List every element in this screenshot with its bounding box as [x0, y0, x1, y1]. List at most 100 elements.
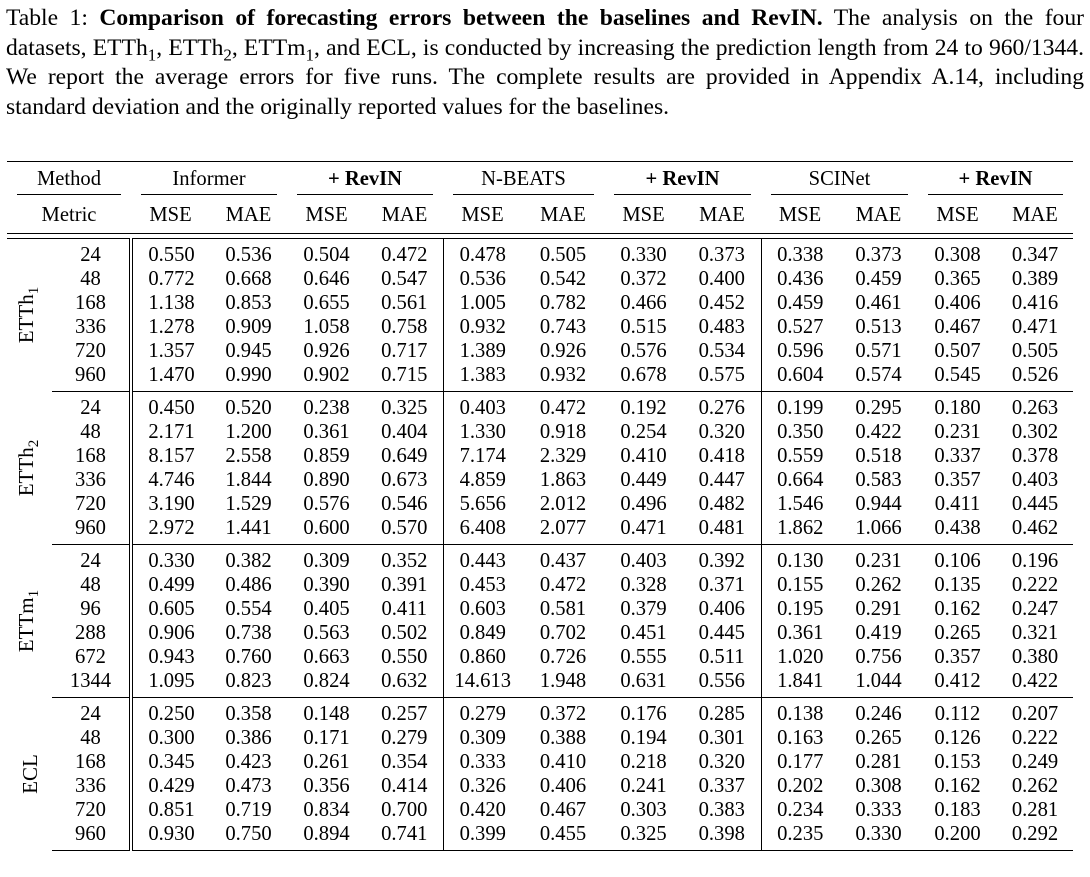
metric-cell: 0.276: [683, 391, 762, 420]
metric-cell: 0.357: [934, 646, 981, 668]
metric-cell: 0.467: [934, 316, 981, 338]
prediction-length: 48: [52, 267, 133, 291]
metric-mae: MAE: [997, 197, 1073, 234]
metric-cell: 0.199: [777, 397, 824, 419]
metric-cell: 0.126: [934, 727, 981, 749]
prediction-length: 960: [52, 363, 133, 392]
metric-cell: 0.570: [366, 516, 444, 545]
method-name: SCINet: [761, 161, 918, 197]
metric-cell: 0.308: [855, 775, 902, 797]
metric-cell: 0.536: [459, 268, 506, 290]
metric-cell: 0.309: [459, 727, 506, 749]
metric-mse: MSE: [287, 197, 366, 234]
metric-cell: 0.303: [620, 799, 667, 821]
metric-cell: 0.604: [761, 363, 839, 392]
metric-cell: 0.325: [366, 391, 444, 420]
caption-sub: 2: [223, 45, 232, 65]
metric-cell: 0.195: [777, 598, 824, 620]
metric-cell: 0.632: [366, 669, 444, 698]
metric-cell: 0.295: [855, 397, 902, 419]
metric-cell: 2.171: [148, 421, 195, 443]
metric-cell: 0.406: [683, 597, 762, 621]
metric-mse: MSE: [131, 197, 210, 234]
method-header: Method: [7, 161, 131, 197]
prediction-length: 336: [52, 315, 133, 339]
metric-cell: 0.383: [683, 798, 762, 822]
dataset-label: ETTh1: [7, 239, 52, 392]
metric-cell: 0.328: [620, 574, 667, 596]
metric-cell: 0.325: [604, 822, 683, 851]
caption-text: , ETTh: [156, 34, 224, 61]
metric-cell: 0.292: [997, 822, 1073, 851]
metric-cell: 0.354: [366, 750, 444, 774]
metric-cell: 0.453: [459, 574, 506, 596]
metric-cell: 0.646: [303, 268, 350, 290]
metric-cell: 0.180: [934, 397, 981, 419]
metric-cell: 0.559: [777, 445, 824, 467]
metric-cell: 0.445: [1011, 493, 1059, 515]
metric-cell: 0.429: [148, 775, 195, 797]
metric-cell: 1.862: [761, 516, 839, 545]
metric-cell: 0.337: [934, 445, 981, 467]
metric-cell: 0.399: [443, 822, 522, 851]
metric-cell: 0.631: [604, 669, 683, 698]
metric-cell: 0.333: [855, 799, 902, 821]
prediction-length: 24: [52, 391, 133, 420]
dataset-name: ECL: [17, 754, 42, 794]
metric-cell: 0.262: [855, 574, 902, 596]
metric-cell: 0.238: [303, 397, 350, 419]
metric-cell: 0.526: [997, 363, 1073, 392]
metric-cell: 0.406: [934, 292, 981, 314]
metric-cell: 0.406: [539, 775, 587, 797]
metric-cell: 0.849: [459, 622, 506, 644]
metric-cell: 0.265: [934, 622, 981, 644]
metric-cell: 0.177: [777, 751, 824, 773]
metric-cell: 0.234: [777, 799, 824, 821]
metric-cell: 1.095: [131, 669, 210, 698]
prediction-length: 336: [52, 774, 133, 798]
metric-cell: 0.943: [148, 646, 195, 668]
metric-cell: 0.414: [366, 774, 444, 798]
prediction-length: 1344: [52, 669, 133, 698]
metric-cell: 0.249: [1011, 751, 1059, 773]
metric-cell: 0.386: [225, 727, 272, 749]
metric-cell: 0.200: [918, 822, 997, 851]
metric-cell: 0.382: [225, 550, 272, 572]
metric-cell: 0.502: [366, 621, 444, 645]
metric-cell: 0.246: [855, 703, 902, 725]
table-row: 336 4.746 1.844 0.890 0.673 4.859 1.863 0.449 0.…: [7, 468, 1073, 492]
metric-cell: 0.486: [225, 574, 272, 596]
metric-cell: 1.066: [839, 516, 918, 545]
metric-cell: 0.338: [777, 244, 824, 266]
prediction-length: 48: [52, 420, 133, 444]
dataset-group: ETTh2 24 0.450 0.520 0.238 0.325 0.403 0.472 0.1…: [7, 391, 1073, 545]
metric-cell: 0.404: [366, 420, 444, 444]
table-row: 48 0.300 0.386 0.171 0.279 0.309 0.388 0.194 0.3…: [7, 726, 1073, 750]
metric-cell: 7.174: [459, 445, 506, 467]
metric-cell: 0.758: [366, 315, 444, 339]
dataset-name: ETTh: [13, 447, 38, 497]
metric-cell: 0.571: [855, 340, 902, 362]
dataset-group: ETTh1 24 0.550 0.536 0.504 0.472 0.478 0.505 0.3…: [7, 238, 1073, 392]
metric-cell: 0.505: [1011, 340, 1059, 362]
metric-cell: 0.563: [303, 622, 350, 644]
metric-cell: 0.673: [366, 468, 444, 492]
metric-cell: 1.389: [459, 340, 506, 362]
table-row: 960 0.930 0.750 0.894 0.741 0.399 0.455 0.325 0.…: [7, 822, 1073, 851]
metric-cell: 0.542: [539, 268, 587, 290]
metric-cell: 0.410: [620, 445, 667, 467]
prediction-length: 960: [52, 516, 133, 545]
table-row: 48 0.499 0.486 0.390 0.391 0.453 0.472 0.328 0.3…: [7, 573, 1073, 597]
metric-cell: 1.020: [777, 646, 824, 668]
metric-cell: 0.436: [777, 268, 824, 290]
metric-cell: 0.261: [303, 751, 350, 773]
metric-cell: 0.263: [1011, 397, 1059, 419]
metric-cell: 0.945: [225, 340, 272, 362]
metric-cell: 0.422: [997, 669, 1073, 698]
metric-cell: 0.373: [855, 244, 902, 266]
dataset-group: ECL 24 0.250 0.358 0.148 0.257 0.279 0.372 0.176…: [7, 697, 1073, 851]
metric-cell: 0.176: [620, 703, 667, 725]
metric-cell: 1.330: [459, 421, 506, 443]
metric-cell: 2.012: [539, 493, 587, 515]
metric-cell: 0.301: [683, 726, 762, 750]
